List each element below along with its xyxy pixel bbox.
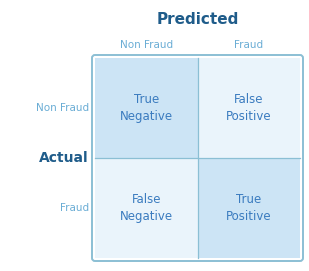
- Bar: [95, 58, 197, 158]
- Text: False
Positive: False Positive: [226, 93, 272, 123]
- Text: True
Negative: True Negative: [120, 93, 173, 123]
- Text: Actual: Actual: [39, 151, 89, 165]
- Bar: [197, 58, 300, 158]
- Text: False
Negative: False Negative: [120, 193, 173, 223]
- Text: Non Fraud: Non Fraud: [36, 103, 89, 113]
- Bar: [95, 158, 197, 258]
- Text: Fraud: Fraud: [234, 40, 263, 50]
- Text: Predicted: Predicted: [156, 11, 239, 27]
- Text: Non Fraud: Non Fraud: [120, 40, 173, 50]
- Text: Fraud: Fraud: [60, 203, 89, 213]
- Text: True
Positive: True Positive: [226, 193, 272, 223]
- Bar: [197, 158, 300, 258]
